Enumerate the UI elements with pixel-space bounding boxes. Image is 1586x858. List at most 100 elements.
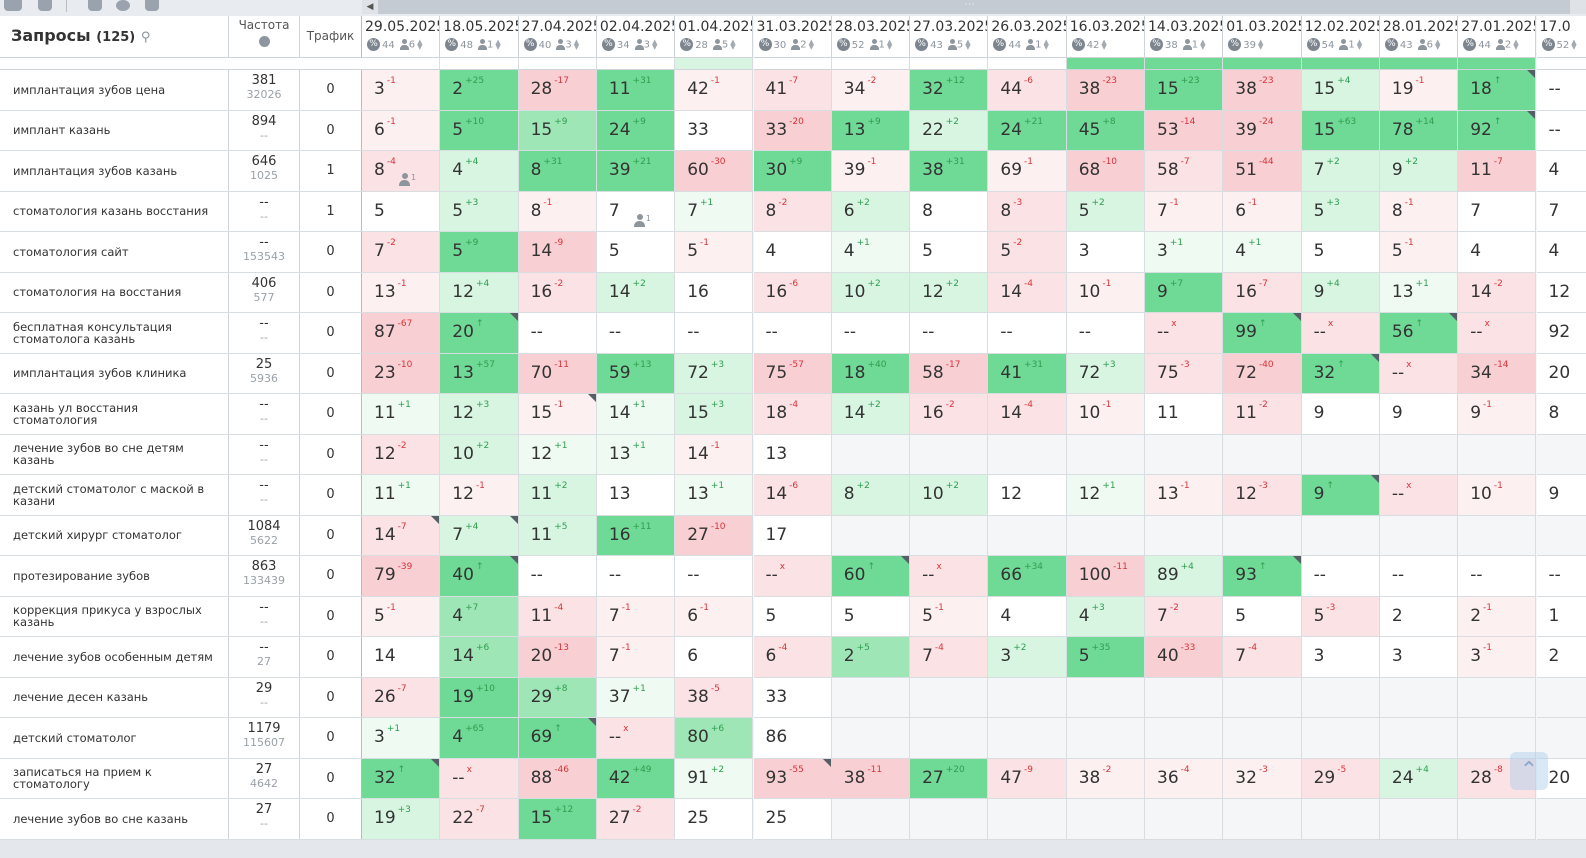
position-cell[interactable]: --	[988, 313, 1067, 354]
position-cell[interactable]: 14 +2	[831, 394, 911, 435]
position-cell[interactable]: 7 -2	[1145, 596, 1224, 637]
query-row[interactable]: коррекция прикуса у взрослых казань -- -- 0	[0, 596, 362, 637]
position-cell[interactable]	[988, 799, 1067, 840]
position-cell[interactable]: 5 -2	[988, 232, 1067, 273]
position-cell[interactable]: 8 -1	[1379, 191, 1459, 232]
position-cell[interactable]: 19 +3	[362, 799, 441, 840]
position-cell[interactable]: 1	[1536, 596, 1586, 637]
position-cell[interactable]: 91 +2	[675, 758, 754, 799]
position-cell[interactable]	[1536, 718, 1586, 759]
position-cell[interactable]: 5	[753, 596, 832, 637]
position-cell[interactable]: --	[596, 556, 676, 597]
position-cell[interactable]	[1536, 515, 1586, 556]
position-cell[interactable]	[1458, 434, 1537, 475]
date-column-header[interactable]: 18.05.2025% 48 1 ▲ ▼	[440, 16, 519, 58]
query-text[interactable]: лечение десен казань	[0, 677, 229, 717]
position-cell[interactable]: 11 +1	[362, 394, 441, 435]
position-cell[interactable]: 2 +25	[440, 70, 519, 111]
position-cell[interactable]: -- x	[1379, 353, 1459, 394]
query-text[interactable]: лечение зубов особенным детям	[0, 637, 229, 677]
position-cell[interactable]: 13 +1	[596, 434, 676, 475]
date-column-header[interactable]: 17.0% 52 ▲ ▼	[1536, 16, 1586, 58]
position-cell[interactable]: 38 -23	[1066, 70, 1145, 111]
toggle-icon[interactable]	[4, 0, 22, 11]
position-cell[interactable]: 22 +2	[910, 110, 989, 151]
position-cell[interactable]: 11 +1	[362, 475, 441, 516]
position-cell[interactable]: --	[1536, 70, 1586, 111]
position-cell[interactable]: 41 -7	[753, 70, 832, 111]
position-cell[interactable]	[1066, 434, 1145, 475]
position-cell[interactable]: 42 -1	[675, 70, 754, 111]
position-cell[interactable]: 20 -13	[518, 637, 597, 678]
position-cell[interactable]	[1301, 677, 1380, 718]
query-row[interactable]: стоматология на восстания 406 577 0	[0, 272, 362, 313]
position-cell[interactable]: 29 -5	[1301, 758, 1380, 799]
position-cell[interactable]: 14 -4	[988, 272, 1067, 313]
query-text[interactable]: лечение зубов во сне детям казань	[0, 434, 229, 474]
position-cell[interactable]: 13 +1	[1379, 272, 1459, 313]
position-cell[interactable]	[1536, 799, 1586, 840]
query-text[interactable]: имплантация зубов клиника	[0, 353, 229, 393]
position-cell[interactable]: 33	[753, 677, 832, 718]
position-cell[interactable]: 7	[1536, 191, 1586, 232]
sort-icon[interactable]: ▲ ▼	[417, 37, 423, 51]
position-cell[interactable]: 80 +6	[675, 718, 754, 759]
position-cell[interactable]: 92	[1536, 313, 1586, 354]
position-cell[interactable]: 23 -10	[362, 353, 441, 394]
query-row[interactable]: детский хирург стоматолог 1084 5622 0	[0, 515, 362, 556]
sort-icon[interactable]: ▲ ▼	[1356, 37, 1363, 51]
position-cell[interactable]: 4 +1	[1223, 232, 1302, 273]
query-row[interactable]: детский стоматолог с маской в казани -- --…	[0, 475, 362, 516]
position-cell[interactable]: 3 -1	[362, 70, 441, 111]
position-cell[interactable]	[988, 434, 1067, 475]
position-cell[interactable]: 75 -57	[753, 353, 832, 394]
position-cell[interactable]: 92 ↑	[1458, 110, 1537, 151]
table-icon[interactable]	[88, 0, 102, 11]
query-row[interactable]: имплантация зубов цена 381 32026 0	[0, 70, 362, 111]
position-cell[interactable]: 87 -67	[362, 313, 441, 354]
date-column-header[interactable]: 14.03.2025% 38 1 ▲ ▼	[1145, 16, 1224, 58]
date-column-header[interactable]: 28.01.2025% 43 6 ▲ ▼	[1379, 16, 1459, 58]
position-cell[interactable]: 15 +4	[1301, 70, 1380, 111]
position-cell[interactable]: 38 -5	[675, 677, 754, 718]
position-cell[interactable]: 19 -1	[1379, 70, 1459, 111]
position-cell[interactable]	[988, 677, 1067, 718]
position-cell[interactable]: 11	[1145, 394, 1224, 435]
position-cell[interactable]: 66 +34	[988, 556, 1067, 597]
position-cell[interactable]	[1379, 677, 1459, 718]
position-cell[interactable]: -- x	[596, 718, 676, 759]
position-cell[interactable]: 88 -46	[518, 758, 597, 799]
position-cell[interactable]: 27 -10	[675, 515, 754, 556]
position-cell[interactable]: 9 ↑	[1301, 475, 1380, 516]
position-cell[interactable]: 38 -23	[1223, 70, 1302, 111]
contrast-icon[interactable]	[116, 0, 130, 11]
position-cell[interactable]	[831, 677, 911, 718]
query-row[interactable]: записаться на прием к стоматологу 27 4642 0	[0, 758, 362, 799]
position-cell[interactable]	[910, 677, 989, 718]
position-cell[interactable]: 8 -2	[753, 191, 832, 232]
position-cell[interactable]: 7 +1	[675, 191, 754, 232]
position-cell[interactable]: 16 +11	[596, 515, 676, 556]
scroll-top-button[interactable]: ⌃	[1510, 752, 1548, 790]
position-cell[interactable]: 28 -17	[518, 70, 597, 111]
sort-icon[interactable]: ▲ ▼	[1571, 37, 1577, 51]
position-cell[interactable]: 5 +35	[1066, 637, 1145, 678]
position-cell[interactable]: 6	[675, 637, 754, 678]
position-cell[interactable]: 39 -1	[831, 151, 911, 192]
position-cell[interactable]: 56 ↑	[1379, 313, 1459, 354]
position-cell[interactable]: 7	[1458, 191, 1537, 232]
position-cell[interactable]: 6 +2	[831, 191, 911, 232]
sort-icon[interactable]: ▲ ▼	[1258, 37, 1264, 51]
query-text[interactable]: казань ул восстания стоматология	[0, 394, 229, 434]
position-cell[interactable]: 14 -1	[675, 434, 754, 475]
position-cell[interactable]	[1458, 515, 1537, 556]
sort-icon[interactable]: ▲ ▼	[1101, 37, 1107, 51]
sort-icon[interactable]: ▲ ▼	[1043, 37, 1049, 51]
position-cell[interactable]: 12 +2	[910, 272, 989, 313]
position-cell[interactable]: 38 -11	[831, 758, 911, 799]
position-cell[interactable]: 8 -1	[518, 191, 597, 232]
position-cell[interactable]: 4	[988, 596, 1067, 637]
position-cell[interactable]: 8	[910, 191, 989, 232]
position-cell[interactable]: 38 -2	[1066, 758, 1145, 799]
queries-header[interactable]: Запросы (125) ⚲	[0, 16, 229, 58]
